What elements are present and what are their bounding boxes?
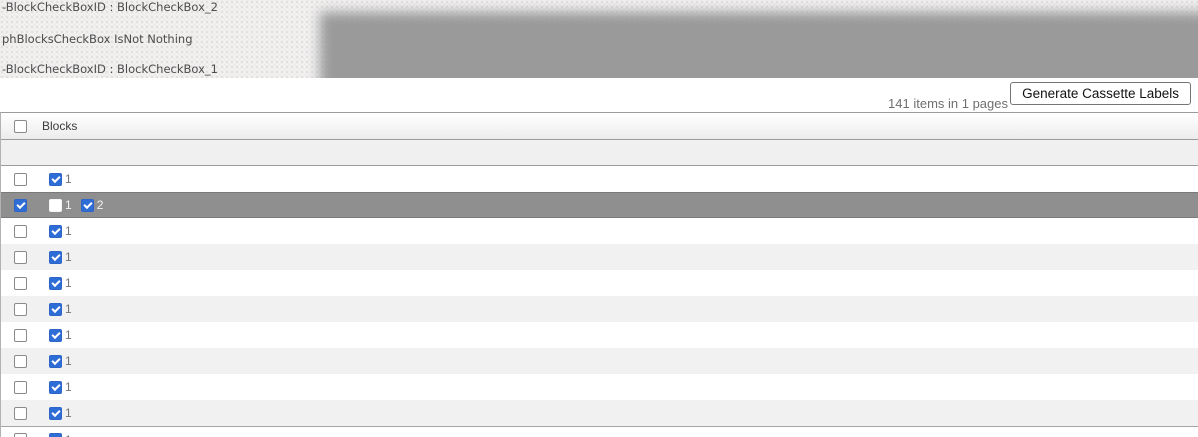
block-label: 1 bbox=[65, 276, 72, 290]
row-select-checkbox[interactable] bbox=[14, 172, 27, 186]
block-label: 1 bbox=[65, 433, 72, 437]
row-select-checkbox[interactable] bbox=[14, 224, 27, 238]
grid-header-row: Blocks bbox=[1, 113, 1198, 140]
block-checkbox[interactable] bbox=[49, 302, 62, 316]
block-checkbox-group: 1 bbox=[49, 328, 81, 342]
block-checkbox[interactable] bbox=[49, 250, 62, 264]
debug-line: -BlockCheckBoxID : BlockCheckBox_2 bbox=[2, 0, 218, 14]
block-checkbox[interactable] bbox=[49, 406, 62, 420]
row-select-checkbox[interactable] bbox=[14, 406, 27, 420]
block-label: 1 bbox=[65, 328, 72, 342]
items-count-label: 141 items in 1 pages bbox=[888, 96, 1008, 111]
blocks-column-header: Blocks bbox=[42, 119, 78, 133]
block-label: 1 bbox=[65, 172, 72, 186]
table-row[interactable]: 1 bbox=[1, 218, 1198, 244]
block-checkbox-group: 1 bbox=[49, 276, 81, 290]
block-checkbox[interactable] bbox=[49, 172, 62, 186]
block-checkbox-group: 1 bbox=[49, 302, 81, 316]
debug-line: -BlockCheckBoxID : BlockCheckBox_1 bbox=[2, 62, 218, 76]
grid-filter-row bbox=[1, 140, 1198, 166]
table-row[interactable]: 1 bbox=[1, 244, 1198, 270]
block-label: 1 bbox=[65, 198, 72, 212]
block-checkbox[interactable] bbox=[49, 198, 62, 212]
block-checkbox-group: 1 bbox=[49, 380, 81, 394]
table-row[interactable]: 1 bbox=[1, 426, 1198, 437]
block-checkbox[interactable] bbox=[49, 224, 62, 238]
debug-line: phBlocksCheckBox IsNot Nothing bbox=[2, 32, 193, 46]
block-label: 1 bbox=[65, 302, 72, 316]
select-all-checkbox[interactable] bbox=[14, 119, 27, 133]
block-checkbox-group: 1 bbox=[49, 406, 81, 420]
grid-rows-container: 1 12 1 1 1 1 1 1 1 1 1 bbox=[1, 166, 1198, 437]
grid-toolbar: 141 items in 1 pages Generate Cassette L… bbox=[0, 78, 1198, 112]
block-label: 1 bbox=[65, 406, 72, 420]
table-row[interactable]: 1 bbox=[1, 270, 1198, 296]
row-select-checkbox[interactable] bbox=[14, 354, 27, 368]
block-label: 1 bbox=[65, 250, 72, 264]
block-label: 1 bbox=[65, 354, 72, 368]
table-row[interactable]: 1 bbox=[1, 400, 1198, 426]
table-row[interactable]: 1 bbox=[1, 322, 1198, 348]
block-label: 1 bbox=[65, 224, 72, 238]
row-select-checkbox[interactable] bbox=[14, 250, 27, 264]
block-label: 1 bbox=[65, 380, 72, 394]
table-row[interactable]: 1 bbox=[1, 296, 1198, 322]
block-checkbox[interactable] bbox=[49, 328, 62, 342]
block-checkbox-group: 1 bbox=[49, 354, 81, 368]
block-checkbox[interactable] bbox=[49, 380, 62, 394]
row-select-checkbox[interactable] bbox=[14, 433, 27, 437]
generate-cassette-labels-button[interactable]: Generate Cassette Labels bbox=[1010, 82, 1191, 105]
row-select-checkbox[interactable] bbox=[14, 328, 27, 342]
block-checkbox[interactable] bbox=[80, 198, 94, 212]
block-checkbox-group: 1 bbox=[49, 250, 81, 264]
row-select-checkbox[interactable] bbox=[14, 198, 27, 212]
block-checkbox-group: 1 bbox=[49, 172, 81, 186]
block-checkbox-group: 1 bbox=[49, 433, 81, 437]
block-checkbox-group: 1 bbox=[49, 224, 81, 238]
table-row[interactable]: 1 bbox=[1, 166, 1198, 192]
row-select-checkbox[interactable] bbox=[14, 380, 27, 394]
table-row[interactable]: 1 bbox=[1, 348, 1198, 374]
gray-overlay-panel bbox=[320, 12, 1198, 78]
block-checkbox[interactable] bbox=[49, 433, 62, 437]
block-checkbox[interactable] bbox=[49, 354, 62, 368]
block-label: 2 bbox=[96, 198, 104, 212]
row-select-checkbox[interactable] bbox=[14, 276, 27, 290]
row-select-checkbox[interactable] bbox=[14, 302, 27, 316]
debug-output-panel: phBlocksCheckBox IsNot Nothing -BlockChe… bbox=[0, 0, 1198, 78]
block-checkbox[interactable] bbox=[49, 276, 62, 290]
table-row[interactable]: 1 bbox=[1, 374, 1198, 400]
